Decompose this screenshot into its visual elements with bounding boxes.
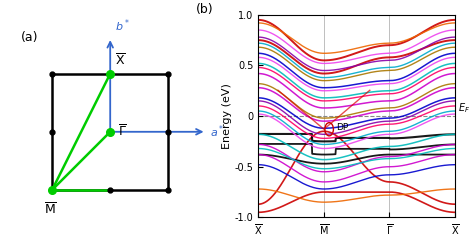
Text: DP: DP bbox=[336, 123, 348, 132]
Text: $E_F$: $E_F$ bbox=[458, 101, 470, 115]
Y-axis label: Energy (eV): Energy (eV) bbox=[222, 83, 232, 149]
Text: $\overline{\rm M}$: $\overline{\rm M}$ bbox=[44, 202, 57, 217]
Text: (b): (b) bbox=[195, 3, 213, 16]
Text: $\overline{\rm X}$: $\overline{\rm X}$ bbox=[115, 53, 126, 69]
Text: $b^*$: $b^*$ bbox=[115, 17, 130, 34]
Text: $a^*$: $a^*$ bbox=[210, 124, 224, 140]
Text: (a): (a) bbox=[21, 31, 38, 44]
Text: $\overline{\Gamma}$: $\overline{\Gamma}$ bbox=[118, 124, 128, 140]
